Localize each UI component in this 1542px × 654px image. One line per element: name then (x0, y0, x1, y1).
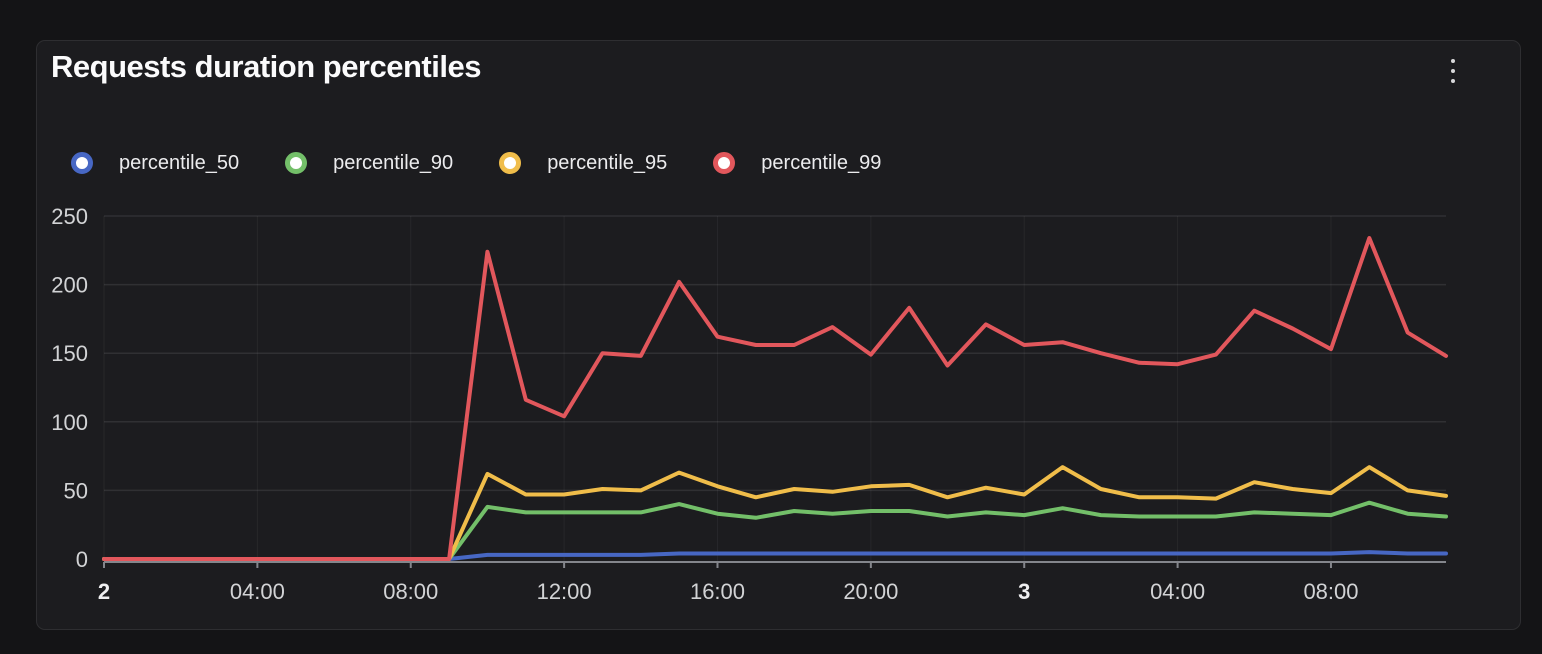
x-axis-label: 04:00 (1150, 579, 1205, 604)
legend-marker-icon (499, 152, 522, 174)
legend-item-percentile-90[interactable]: percentile_90 (285, 152, 453, 175)
legend: percentile_50 percentile_90 percentile_9… (71, 149, 927, 177)
legend-item-percentile-95[interactable]: percentile_95 (499, 152, 667, 175)
legend-item-percentile-50[interactable]: percentile_50 (71, 152, 239, 175)
x-axis-label: 16:00 (690, 579, 745, 604)
y-axis-label: 150 (51, 341, 88, 366)
legend-label: percentile_99 (761, 151, 882, 174)
y-axis-label: 100 (51, 410, 88, 435)
legend-label: percentile_90 (333, 151, 454, 174)
chart-panel: Requests duration percentiles percentile… (36, 40, 1521, 630)
legend-marker-icon (71, 152, 93, 174)
legend-label: percentile_95 (547, 151, 668, 174)
x-axis-label: 3 (1018, 579, 1030, 604)
y-axis-label: 0 (76, 547, 88, 572)
x-axis-label: 12:00 (537, 579, 592, 604)
panel-title: Requests duration percentiles (51, 49, 481, 84)
x-axis-label: 08:00 (383, 579, 438, 604)
legend-item-percentile-99[interactable]: percentile_99 (713, 152, 881, 175)
x-axis-label: 08:00 (1303, 579, 1358, 604)
panel-menu-button[interactable] (1439, 51, 1467, 91)
kebab-menu-icon (1451, 69, 1455, 73)
legend-marker-icon (713, 152, 736, 174)
timeseries-chart: 0 50 100 150 200 250 2 04:00 08:00 12:00 16:00 20:0… (51, 204, 1448, 604)
kebab-menu-icon (1451, 59, 1455, 63)
kebab-menu-icon (1451, 79, 1455, 83)
series-line-percentile_90 (102, 500, 1448, 561)
legend-label: percentile_50 (119, 151, 240, 174)
legend-marker-icon (285, 152, 308, 174)
x-axis-label: 04:00 (230, 579, 285, 604)
x-axis-label: 2 (98, 579, 110, 604)
y-axis-label: 50 (64, 478, 88, 503)
y-axis-label: 200 (51, 273, 88, 298)
series-line-percentile_99 (102, 236, 1448, 561)
y-axis-label: 250 (51, 204, 88, 229)
x-axis-label: 20:00 (843, 579, 898, 604)
